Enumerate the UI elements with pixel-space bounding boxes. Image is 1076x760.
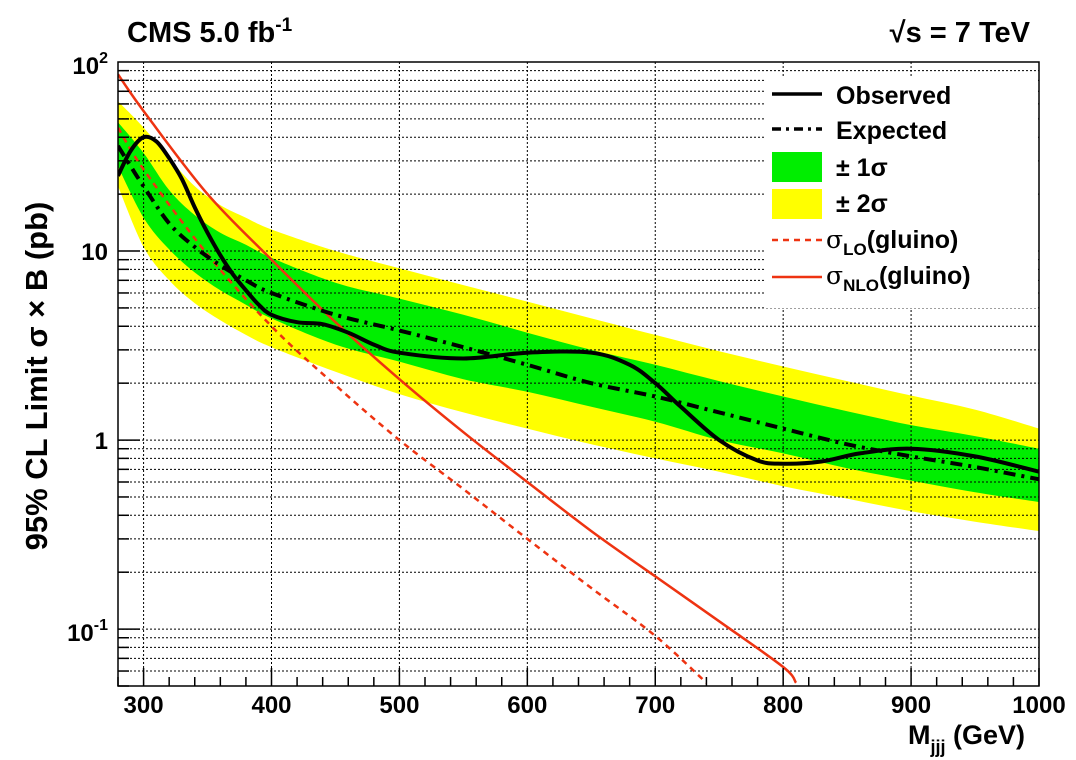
x-tick-label: 900 [891, 692, 931, 719]
legend-symbol-1sigma [772, 152, 822, 182]
y-tick-label: 10 [81, 239, 108, 266]
legend-label-observed: Observed [836, 82, 951, 110]
energy-label: √s = 7 TeV [890, 17, 1031, 49]
x-tick-label: 800 [763, 692, 803, 719]
legend: Observed Expected ± 1σ ± 2σ σLO(gluino) … [765, 78, 1037, 308]
x-tick-label: 500 [379, 692, 419, 719]
y-tick-label: 102 [72, 50, 108, 80]
x-tick-label: 400 [251, 692, 291, 719]
legend-label-expected: Expected [836, 117, 947, 145]
y-axis-title: 95% CL Limit σ × B (pb) [19, 202, 54, 551]
x-tick-label: 300 [124, 692, 164, 719]
x-tick-label: 700 [635, 692, 675, 719]
legend-label-2sigma: ± 2σ [836, 190, 888, 218]
y-tick-label: 1 [95, 428, 108, 455]
x-tick-label: 1000 [1012, 692, 1065, 719]
legend-label-1sigma: ± 1σ [836, 154, 888, 182]
x-axis-title: Mjjj (GeV) [908, 720, 1025, 757]
y-tick-label: 10-1 [67, 617, 108, 647]
experiment-label: CMS 5.0 fb-1 [127, 15, 293, 49]
legend-symbol-2sigma [772, 189, 822, 219]
x-tick-label: 600 [507, 692, 547, 719]
